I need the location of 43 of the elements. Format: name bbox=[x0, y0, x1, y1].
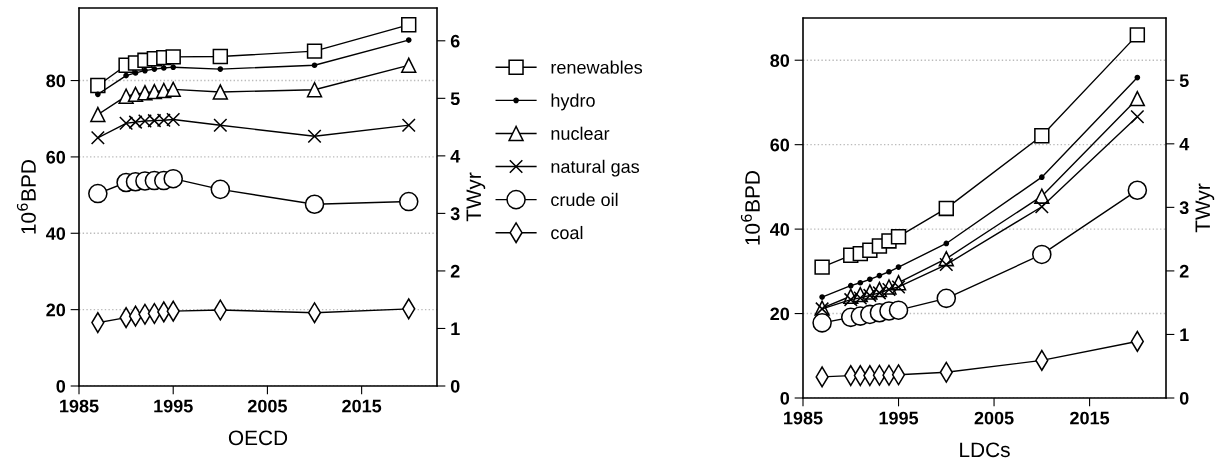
y-tick-label: 40 bbox=[46, 227, 66, 240]
x-axis-title: LDCs bbox=[960, 442, 1010, 458]
y2-tick-label: 5 bbox=[1179, 74, 1189, 87]
legend-label: natural gas bbox=[551, 159, 640, 177]
y2-axis-title: TWyr bbox=[466, 172, 486, 222]
y2-tick-label: 2 bbox=[1179, 264, 1189, 278]
y2-tick-label: 1 bbox=[1180, 328, 1189, 341]
y2-tick-label: 2 bbox=[450, 264, 460, 278]
y2-tick-label: 1 bbox=[451, 322, 460, 336]
legend-label: nuclear bbox=[551, 126, 610, 140]
y2-tick-label: 3 bbox=[450, 207, 460, 221]
x-tick-label: 1985 bbox=[784, 411, 823, 425]
y2-tick-label: 6 bbox=[450, 34, 460, 48]
y2-tick-label: 0 bbox=[450, 379, 460, 393]
y2-tick-label: 4 bbox=[1179, 137, 1190, 151]
legend-label: renewables bbox=[551, 60, 643, 74]
x-tick-label: 2015 bbox=[342, 399, 382, 413]
x-axis-title: OECD bbox=[228, 430, 288, 446]
legend-label: hydro bbox=[551, 93, 595, 111]
x-tick-label: 2015 bbox=[1070, 411, 1110, 425]
y-tick-label: 0 bbox=[780, 391, 790, 405]
y-tick-label: 20 bbox=[770, 307, 790, 321]
y-tick-label: 0 bbox=[56, 379, 66, 393]
y2-axis-title: TWyr bbox=[1195, 183, 1215, 233]
y-tick-label: 60 bbox=[46, 150, 66, 164]
y2-tick-label: 4 bbox=[450, 149, 461, 163]
y-tick-label: 60 bbox=[770, 138, 790, 152]
x-tick-label: 1995 bbox=[154, 399, 193, 413]
x-tick-label: 2005 bbox=[974, 411, 1014, 425]
y-tick-label: 20 bbox=[46, 303, 66, 317]
x-tick-label: 2005 bbox=[247, 399, 287, 413]
y-axis-title: 10$^{6}$BPD bbox=[740, 171, 760, 245]
y2-tick-label: 0 bbox=[1179, 391, 1189, 405]
y2-tick-label: 3 bbox=[1179, 201, 1189, 215]
y-axis-title: 10$^{6}$BPD bbox=[16, 160, 36, 234]
x-tick-label: 1995 bbox=[879, 411, 919, 425]
legend-label: crude oil bbox=[551, 192, 618, 207]
x-tick-label: 1985 bbox=[60, 399, 99, 413]
y-tick-label: 40 bbox=[770, 223, 790, 236]
y2-tick-label: 5 bbox=[450, 92, 460, 106]
legend-label: coal bbox=[551, 225, 583, 240]
y-tick-label: 80 bbox=[46, 74, 66, 88]
y-tick-label: 80 bbox=[770, 54, 790, 67]
